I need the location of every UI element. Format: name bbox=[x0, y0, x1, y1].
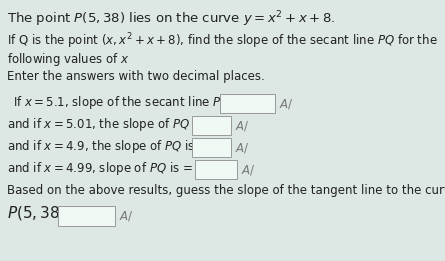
Text: $P(5, 38)$: $P(5, 38)$ bbox=[7, 204, 65, 222]
Text: The point $P(5, 38)$ lies on the curve $y = x^2 + x + 8$.: The point $P(5, 38)$ lies on the curve $… bbox=[7, 10, 336, 29]
FancyBboxPatch shape bbox=[220, 94, 275, 113]
Text: $A/$: $A/$ bbox=[241, 163, 256, 177]
Text: Enter the answers with two decimal places.: Enter the answers with two decimal place… bbox=[7, 70, 265, 83]
Text: following values of $x$: following values of $x$ bbox=[7, 51, 129, 68]
FancyBboxPatch shape bbox=[192, 116, 231, 135]
FancyBboxPatch shape bbox=[58, 206, 114, 227]
Text: If Q is the point $\left(x, x^2 + x + 8\right)$, find the slope of the secant li: If Q is the point $\left(x, x^2 + x + 8\… bbox=[7, 32, 437, 51]
Text: Based on the above results, guess the slope of the tangent line to the curve at: Based on the above results, guess the sl… bbox=[7, 184, 445, 197]
Text: $A/$: $A/$ bbox=[235, 141, 250, 155]
Text: $A/$: $A/$ bbox=[235, 118, 250, 133]
Text: and if $x = 4.99$, slope of $PQ$ is =: and if $x = 4.99$, slope of $PQ$ is = bbox=[7, 160, 193, 177]
FancyBboxPatch shape bbox=[192, 138, 231, 157]
Text: $A/$: $A/$ bbox=[119, 209, 134, 223]
Text: $A/$: $A/$ bbox=[279, 97, 294, 110]
Text: and if $x = 5.01$, the slope of $PQ$ is =: and if $x = 5.01$, the slope of $PQ$ is … bbox=[7, 116, 216, 133]
Text: If $x = 5.1$, slope of the secant line $PQ$ is =: If $x = 5.1$, slope of the secant line $… bbox=[13, 94, 257, 111]
Text: and if $x = 4.9$, the slope of $PQ$ is =: and if $x = 4.9$, the slope of $PQ$ is = bbox=[7, 138, 208, 155]
FancyBboxPatch shape bbox=[195, 160, 237, 179]
